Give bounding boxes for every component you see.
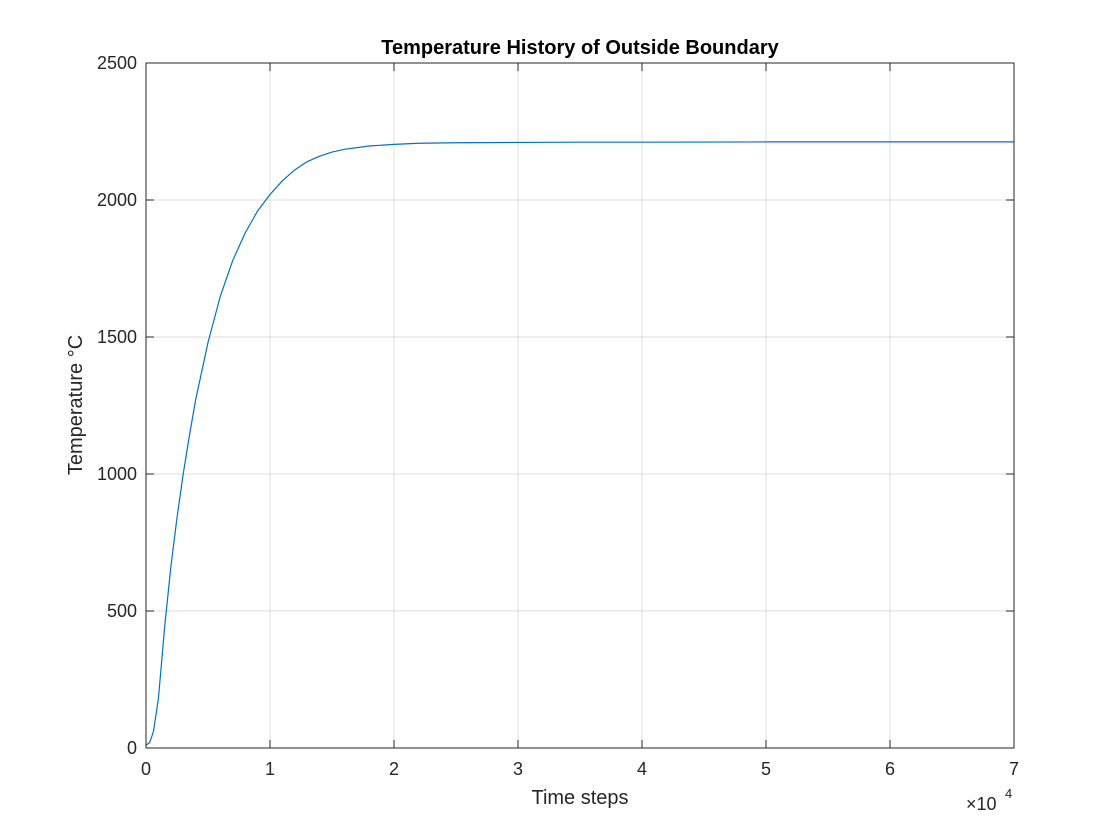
tick-labels: 0 1 2 3 4 5 6 7 0 500 1000 1500 2000 2500: [97, 53, 1019, 779]
plot-area: [146, 63, 1014, 748]
y-tick-label: 2500: [97, 53, 137, 73]
axes-box: [145, 62, 1015, 749]
x-exponent-label: ×10 4: [966, 786, 1012, 814]
series-layer: [145, 141, 1014, 746]
x-tick-label: 2: [389, 759, 399, 779]
x-tick-label: 3: [513, 759, 523, 779]
x-axis-label: Time steps: [531, 787, 628, 809]
tick-marks: [145, 62, 1015, 749]
x-exponent-power: 4: [1005, 786, 1012, 801]
x-tick-label: 4: [637, 759, 647, 779]
y-tick-label: 0: [127, 738, 137, 758]
temperature-series-line: [145, 141, 1014, 746]
x-tick-label: 6: [885, 759, 895, 779]
x-tick-label: 0: [141, 759, 151, 779]
y-axis-label: Temperature °C: [65, 335, 87, 475]
x-tick-label: 7: [1009, 759, 1019, 779]
y-tick-label: 2000: [97, 190, 137, 210]
y-tick-label: 500: [107, 601, 137, 621]
x-tick-label: 1: [265, 759, 275, 779]
y-tick-label: 1000: [97, 464, 137, 484]
chart-title: Temperature History of Outside Boundary: [381, 37, 779, 59]
x-tick-label: 5: [761, 759, 771, 779]
y-tick-label: 1500: [97, 327, 137, 347]
x-exponent-base: ×10: [966, 794, 997, 814]
grid-lines: [146, 63, 1014, 748]
